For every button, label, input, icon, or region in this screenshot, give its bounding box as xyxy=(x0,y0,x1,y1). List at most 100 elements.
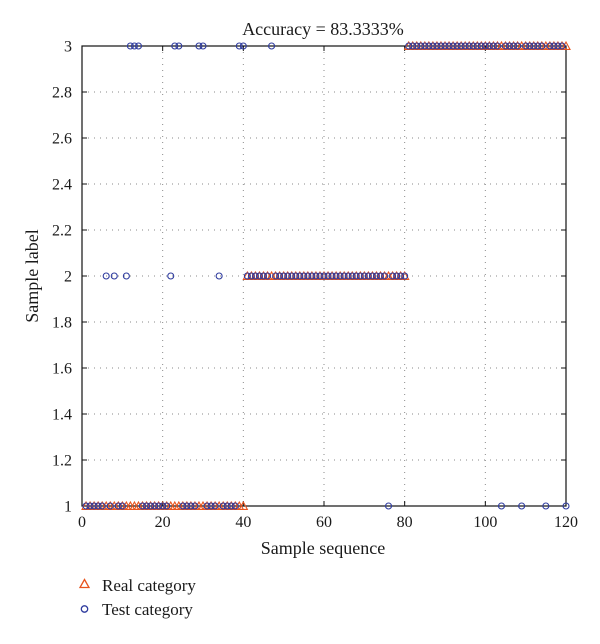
test-category-point xyxy=(397,272,405,280)
test-category-point xyxy=(481,42,489,50)
series-test-category xyxy=(82,42,570,510)
test-category-point xyxy=(102,272,110,280)
test-category-point xyxy=(207,502,215,510)
test-category-point xyxy=(437,42,445,50)
test-category-point xyxy=(247,272,255,280)
test-category-point xyxy=(384,502,393,510)
y-tick-label: 1 xyxy=(64,499,72,516)
test-category-point xyxy=(485,42,493,50)
test-category-point xyxy=(159,502,167,510)
test-category-point xyxy=(138,502,147,510)
test-category-point xyxy=(114,502,122,510)
test-category-point xyxy=(147,502,155,510)
test-category-point xyxy=(118,502,126,510)
legend-item-real-category: Real category xyxy=(78,576,196,595)
test-category-point xyxy=(292,272,300,280)
real-category-point xyxy=(561,40,571,50)
test-category-point xyxy=(344,272,352,280)
legend-item-test-category: Test category xyxy=(80,600,193,619)
test-category-point xyxy=(106,502,114,510)
test-category-point xyxy=(417,42,425,50)
test-category-point xyxy=(312,272,320,280)
test-category-point xyxy=(473,42,481,50)
test-category-point xyxy=(86,502,94,510)
grid-lines xyxy=(82,46,566,506)
test-category-point xyxy=(429,42,437,50)
test-category-point xyxy=(215,272,223,280)
test-category-point xyxy=(505,42,514,50)
chart-legend: Real category Test category xyxy=(78,576,196,619)
test-category-point xyxy=(231,502,239,510)
test-category-point xyxy=(493,42,501,50)
test-category-point xyxy=(445,42,453,50)
x-tick-label: 120 xyxy=(554,514,578,531)
x-axis-ticks: 0 20 40 60 80 100 120 xyxy=(78,46,578,531)
data-series xyxy=(81,40,571,510)
real-category-point xyxy=(238,500,249,510)
test-category-point xyxy=(90,502,98,510)
test-category-point xyxy=(235,42,243,50)
test-category-point xyxy=(449,42,457,50)
x-tick-label: 60 xyxy=(316,514,332,531)
test-category-point xyxy=(122,272,130,280)
test-category-point xyxy=(393,272,401,280)
test-category-point xyxy=(98,502,106,510)
test-category-point xyxy=(368,272,376,280)
test-category-point xyxy=(352,272,360,280)
y-tick-label: 1.2 xyxy=(52,453,72,470)
test-category-point xyxy=(348,272,356,280)
test-category-point xyxy=(134,42,143,50)
x-tick-label: 40 xyxy=(235,514,251,531)
test-category-point xyxy=(401,272,409,280)
y-tick-label: 1.4 xyxy=(52,407,72,424)
test-category-point xyxy=(171,42,179,50)
test-category-point xyxy=(562,502,570,510)
test-category-point xyxy=(501,42,510,50)
chart-title: Accuracy = 83.3333% xyxy=(242,19,404,39)
x-axis-title: Sample sequence xyxy=(261,538,385,558)
y-tick-label: 2.2 xyxy=(52,223,72,240)
y-axis-title: Sample label xyxy=(22,229,42,322)
test-category-point xyxy=(542,502,550,510)
test-category-point xyxy=(364,272,372,280)
test-category-point xyxy=(255,272,264,280)
test-category-point xyxy=(453,42,461,50)
test-category-point xyxy=(356,272,364,280)
test-category-point xyxy=(203,502,211,510)
y-tick-label: 2.6 xyxy=(52,131,72,148)
test-category-point xyxy=(219,502,227,510)
test-category-point xyxy=(332,272,340,280)
test-category-point xyxy=(372,272,380,280)
x-tick-label: 20 xyxy=(155,514,171,531)
test-category-point xyxy=(288,272,296,280)
test-category-point xyxy=(223,502,231,510)
test-category-point xyxy=(82,502,90,510)
test-category-point xyxy=(187,502,195,510)
test-category-point xyxy=(320,272,328,280)
test-category-point xyxy=(130,42,138,50)
triangle-marker-icon xyxy=(78,578,91,589)
legend-label-test-category: Test category xyxy=(102,600,193,619)
test-category-point xyxy=(126,42,134,50)
test-category-point xyxy=(554,42,562,50)
test-category-point xyxy=(425,42,433,50)
test-category-point xyxy=(413,42,421,50)
y-tick-label: 2.8 xyxy=(52,85,72,102)
test-category-point xyxy=(243,272,251,280)
test-category-point xyxy=(558,42,566,50)
test-category-point xyxy=(538,42,546,50)
test-category-point xyxy=(489,42,497,50)
y-tick-label: 1.6 xyxy=(52,361,72,378)
test-category-point xyxy=(151,502,159,510)
test-category-point xyxy=(195,42,203,50)
test-category-point xyxy=(409,42,417,50)
test-category-point xyxy=(405,42,413,50)
test-category-point xyxy=(461,42,469,50)
test-category-point xyxy=(94,502,102,510)
test-category-point xyxy=(308,272,316,280)
circle-marker-icon xyxy=(80,605,89,613)
test-category-point xyxy=(497,502,506,510)
test-category-point xyxy=(360,272,368,280)
test-category-point xyxy=(433,42,441,50)
